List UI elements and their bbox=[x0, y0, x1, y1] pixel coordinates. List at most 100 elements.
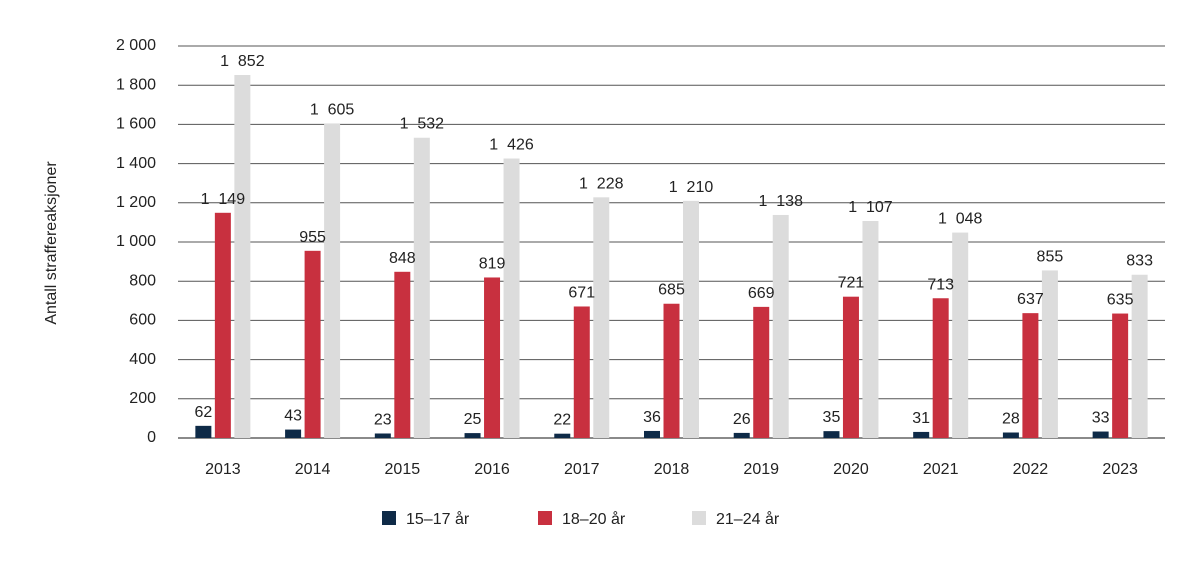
x-tick-label: 2013 bbox=[205, 461, 241, 478]
data-label: 1 048 bbox=[938, 211, 983, 228]
y-tick-label: 600 bbox=[129, 312, 156, 329]
data-label: 28 bbox=[1002, 411, 1020, 428]
data-label: 671 bbox=[568, 284, 595, 301]
legend-label: 15–17 år bbox=[406, 510, 470, 528]
data-label: 26 bbox=[733, 411, 751, 428]
data-label: 713 bbox=[927, 276, 954, 293]
bar bbox=[484, 277, 501, 438]
y-tick-label: 200 bbox=[129, 390, 156, 407]
bar bbox=[733, 432, 750, 438]
bar bbox=[214, 212, 231, 438]
y-axis-title: Antall straffereaksjoner bbox=[43, 161, 60, 325]
gridlines bbox=[178, 45, 1165, 439]
bar bbox=[413, 137, 430, 438]
legend-swatch bbox=[538, 511, 552, 525]
data-label: 43 bbox=[284, 408, 302, 425]
y-tick-label: 1 600 bbox=[116, 116, 156, 133]
bar bbox=[1112, 313, 1129, 438]
bar bbox=[324, 123, 341, 439]
data-label: 833 bbox=[1126, 253, 1153, 270]
data-label: 25 bbox=[464, 411, 482, 428]
data-label: 1 149 bbox=[201, 191, 246, 208]
data-label: 635 bbox=[1107, 292, 1134, 309]
data-label: 1 852 bbox=[220, 53, 265, 70]
data-label: 31 bbox=[912, 410, 930, 427]
legend-label: 21–24 år bbox=[716, 510, 780, 528]
bar bbox=[644, 430, 660, 438]
bar bbox=[772, 214, 789, 438]
bar bbox=[195, 425, 212, 438]
bar bbox=[234, 75, 251, 439]
x-axis-ticks: 2013 2014 2015 2016 2017 2018 2019 2020 2021 2022… bbox=[205, 461, 1138, 478]
y-tick-label: 800 bbox=[129, 272, 156, 289]
legend-swatch bbox=[692, 511, 706, 525]
bar bbox=[842, 296, 859, 438]
bar bbox=[304, 250, 321, 438]
y-tick-label: 1 000 bbox=[116, 233, 156, 250]
legend-swatch bbox=[382, 511, 396, 525]
y-tick-label: 1 400 bbox=[116, 155, 156, 172]
bar bbox=[663, 303, 680, 438]
bar bbox=[503, 158, 520, 438]
legend-label: 18–20 år bbox=[562, 510, 626, 528]
data-label: 1 210 bbox=[669, 179, 714, 196]
data-label: 721 bbox=[838, 275, 865, 292]
bar bbox=[394, 271, 411, 438]
data-label: 848 bbox=[389, 250, 416, 267]
bar bbox=[464, 433, 481, 438]
data-label: 855 bbox=[1037, 248, 1064, 265]
bar bbox=[753, 306, 770, 438]
bars bbox=[195, 75, 1148, 439]
bar bbox=[573, 306, 590, 438]
data-label: 819 bbox=[479, 255, 506, 272]
data-label: 22 bbox=[553, 412, 571, 429]
data-label: 1 107 bbox=[848, 199, 893, 216]
y-tick-label: 1 200 bbox=[116, 194, 156, 211]
bar bbox=[1092, 431, 1109, 438]
bar bbox=[913, 431, 930, 438]
data-label: 1 605 bbox=[310, 101, 355, 118]
bar bbox=[1041, 270, 1058, 438]
legend: 15–17 år 18–20 år 21–24 år bbox=[382, 510, 780, 528]
data-label: 637 bbox=[1017, 291, 1044, 308]
bar bbox=[823, 431, 840, 438]
data-label: 35 bbox=[823, 409, 841, 426]
y-tick-label: 1 800 bbox=[116, 76, 156, 93]
data-label: 62 bbox=[194, 404, 212, 421]
data-label: 36 bbox=[643, 409, 661, 426]
bar bbox=[862, 221, 879, 438]
x-tick-label: 2019 bbox=[743, 461, 779, 478]
bar bbox=[285, 429, 302, 438]
data-label: 1 426 bbox=[489, 137, 534, 154]
data-label: 23 bbox=[374, 411, 392, 428]
bar bbox=[554, 433, 571, 438]
data-label: 685 bbox=[658, 282, 685, 299]
data-label: 1 532 bbox=[400, 116, 445, 133]
bar bbox=[374, 433, 391, 438]
y-tick-label: 2 000 bbox=[116, 37, 156, 54]
data-label: 669 bbox=[748, 285, 775, 302]
bar bbox=[593, 197, 610, 438]
data-label: 33 bbox=[1092, 410, 1110, 427]
data-label: 1 138 bbox=[758, 193, 803, 210]
x-tick-label: 2017 bbox=[564, 461, 600, 478]
bar bbox=[1131, 274, 1148, 438]
x-tick-label: 2016 bbox=[474, 461, 510, 478]
bar bbox=[1002, 432, 1019, 438]
y-tick-label: 0 bbox=[147, 429, 156, 446]
bar bbox=[683, 200, 699, 438]
x-tick-label: 2015 bbox=[385, 461, 421, 478]
bar bbox=[952, 232, 969, 438]
x-tick-label: 2022 bbox=[1013, 461, 1049, 478]
bar bbox=[1022, 313, 1039, 438]
x-tick-label: 2018 bbox=[654, 461, 690, 478]
x-tick-label: 2020 bbox=[833, 461, 869, 478]
y-axis-ticks: 0 200 400 600 800 1 000 1 200 1 400 1 600 1 800 2 … bbox=[116, 37, 156, 446]
data-label: 1 228 bbox=[579, 175, 624, 192]
data-labels: 62 1 149 1 852 43 955 1 605 23 848 1 532 25 819 1 4… bbox=[194, 53, 1153, 429]
x-tick-label: 2023 bbox=[1102, 461, 1138, 478]
x-tick-label: 2021 bbox=[923, 461, 959, 478]
y-tick-label: 400 bbox=[129, 351, 156, 368]
x-tick-label: 2014 bbox=[295, 461, 331, 478]
